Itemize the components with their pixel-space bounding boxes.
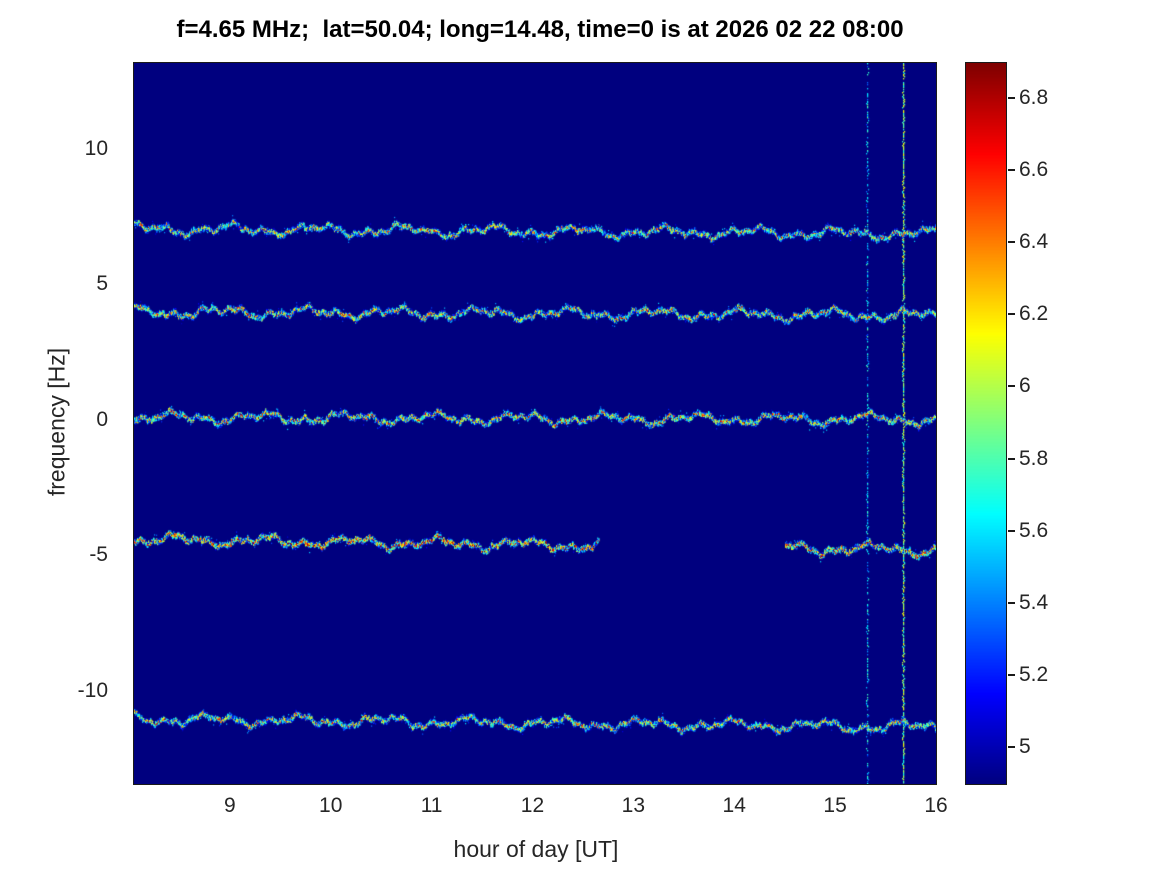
colorbar-tick-label: 6.4	[1019, 230, 1049, 254]
plot-title: f=4.65 MHz; lat=50.04; long=14.48, time=…	[176, 16, 904, 43]
y-tick-label: 0	[96, 407, 108, 431]
y-tick-labels: 10 5 0 -5 -10	[0, 62, 122, 783]
y-tick-label: 5	[96, 272, 108, 296]
colorbar-tick-label: 5.6	[1019, 518, 1049, 542]
x-tick-label: 11	[420, 794, 443, 817]
y-tick-label: -5	[89, 543, 108, 567]
x-tick-label: 15	[823, 794, 847, 817]
colorbar-tick-label: 6	[1019, 374, 1031, 398]
y-tick-label: 10	[84, 136, 108, 160]
plot-area	[133, 62, 937, 785]
x-tick-labels: 9 10 11 12 13 14 15 16	[134, 794, 948, 818]
colorbar	[965, 62, 1007, 785]
colorbar-tick-labels: 5 5.2 5.4 5.6 5.8 6 6.2 6.4 6.6 6.8	[1015, 62, 1095, 783]
x-tick-label: 12	[520, 794, 545, 817]
colorbar-tick-label: 6.8	[1019, 86, 1049, 110]
x-tick-label: 9	[223, 794, 236, 817]
spectrogram-canvas	[134, 63, 936, 784]
x-axis-label: hour of day [UT]	[453, 836, 619, 862]
colorbar-tick-label: 5.4	[1019, 590, 1049, 614]
x-tick-label: 10	[319, 794, 343, 817]
y-axis-label: frequency [Hz]	[43, 347, 70, 497]
colorbar-canvas	[966, 63, 1006, 784]
x-tick-label: 13	[621, 794, 646, 817]
colorbar-tick-label: 5.8	[1019, 446, 1049, 470]
y-tick-label: -10	[77, 678, 108, 702]
colorbar-tick-label: 5.2	[1019, 662, 1049, 686]
colorbar-tick-label: 6.6	[1019, 158, 1049, 182]
x-tick-label: 16	[924, 794, 948, 817]
colorbar-tick-label: 5	[1019, 734, 1031, 758]
x-tick-label: 14	[722, 794, 746, 817]
colorbar-tick-label: 6.2	[1019, 302, 1049, 326]
